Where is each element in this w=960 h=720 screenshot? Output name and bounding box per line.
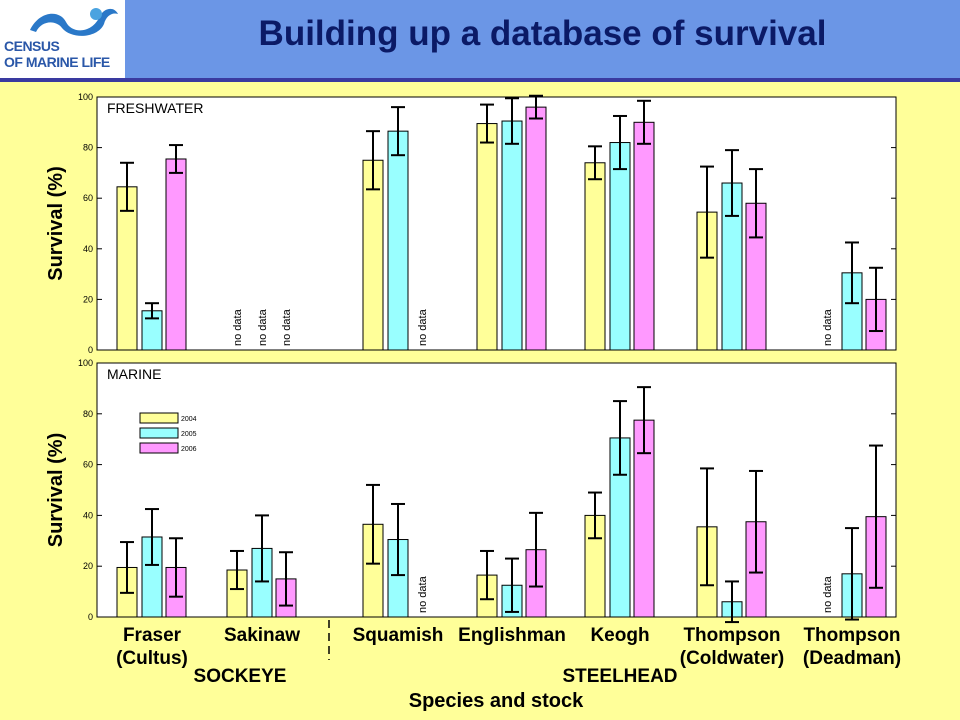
y-tick-label: 60 — [83, 193, 93, 203]
category-sublabel: (Coldwater) — [680, 648, 785, 669]
category-label: Thompson — [683, 625, 780, 646]
logo-swirl-icon — [30, 8, 118, 36]
legend-label-2005: 2005 — [181, 431, 197, 438]
legend-label-2004: 2004 — [181, 416, 197, 423]
bar-2005 — [387, 130, 409, 351]
category-label: Thompson — [803, 625, 900, 646]
bar-2006 — [525, 106, 547, 351]
y-tick-label: 40 — [83, 244, 93, 254]
y-tick-label: 80 — [83, 143, 93, 153]
bar-2004 — [476, 123, 498, 351]
y-tick-label: 40 — [83, 510, 93, 520]
y-tick-label: 100 — [78, 358, 93, 368]
category-label: Fraser — [123, 625, 182, 646]
logo-line-2: OF MARINE LIFE — [4, 54, 110, 70]
y-tick-label: 80 — [83, 409, 93, 419]
category-label: Sakinaw — [224, 625, 300, 646]
panel-label: MARINE — [107, 366, 161, 382]
group-label-sockeye: SOCKEYE — [194, 666, 287, 687]
bar-2004 — [584, 162, 606, 351]
bar-2005 — [609, 142, 631, 351]
y-tick-label: 0 — [88, 345, 93, 355]
header-bar: CENSUS OF MARINE LIFE Building up a data… — [0, 0, 960, 78]
bar-2006 — [633, 121, 655, 351]
page-title: Building up a database of survival — [258, 14, 827, 53]
census-logo: CENSUS OF MARINE LIFE — [0, 0, 125, 78]
panel-label: FRESHWATER — [107, 100, 203, 116]
no-data-label: no data — [257, 308, 269, 346]
bar-2006 — [165, 158, 187, 351]
y-tick-label: 0 — [88, 612, 93, 622]
header-divider — [0, 78, 960, 82]
category-label: Englishman — [458, 625, 566, 646]
no-data-label: no data — [822, 308, 834, 346]
y-tick-label: 60 — [83, 460, 93, 470]
category-label: Keogh — [590, 625, 649, 646]
category-sublabel: (Deadman) — [803, 648, 901, 669]
legend-label-2006: 2006 — [181, 446, 197, 453]
y-tick-label: 100 — [78, 92, 93, 102]
logo-line-1: CENSUS — [4, 38, 60, 54]
no-data-label: no data — [417, 575, 429, 613]
legend-swatch-2006 — [139, 442, 179, 454]
y-axis-label: Survival (%) — [45, 433, 67, 547]
no-data-label: no data — [822, 575, 834, 613]
no-data-label: no data — [417, 308, 429, 346]
category-sublabel: (Cultus) — [116, 648, 188, 669]
no-data-label: no data — [281, 308, 293, 346]
category-label: Squamish — [353, 625, 444, 646]
bar-2005 — [501, 120, 523, 351]
y-axis-label: Survival (%) — [45, 166, 67, 280]
legend-swatch-2004 — [139, 412, 179, 424]
y-tick-label: 20 — [83, 294, 93, 304]
x-axis-title: Species and stock — [409, 690, 584, 712]
y-tick-label: 20 — [83, 561, 93, 571]
legend-swatch-2005 — [139, 427, 179, 439]
group-label-steelhead: STEELHEAD — [562, 666, 677, 687]
no-data-label: no data — [232, 308, 244, 346]
